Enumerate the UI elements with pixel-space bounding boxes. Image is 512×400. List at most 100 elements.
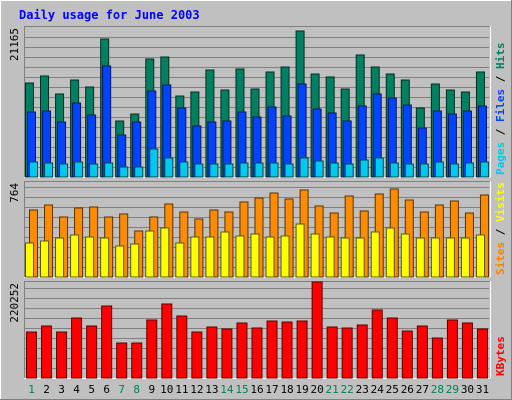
bar-pages-day-2 (44, 162, 54, 178)
bar-kbytes-day-15 (236, 322, 248, 379)
bar-pages-day-8 (134, 166, 144, 178)
bar-pages-day-6 (104, 162, 114, 178)
right-legend-label: Sites / Visits (494, 182, 507, 275)
bar-kbytes-day-30 (461, 322, 473, 379)
x-tick-label: 23 (356, 383, 369, 396)
bar-pages-day-30 (464, 162, 474, 178)
bar-kbytes-day-23 (356, 324, 368, 379)
bar-sites-day-24 (370, 231, 380, 278)
bar-sites-day-12 (190, 236, 200, 278)
x-tick-label: 21 (326, 383, 339, 396)
bar-sites-day-31 (475, 234, 485, 278)
bar-kbytes-day-9 (146, 319, 158, 379)
legend-part: Pages (494, 142, 507, 175)
x-tick-label: 19 (295, 383, 308, 396)
x-tick-label: 17 (265, 383, 278, 396)
panel-kbytes: 220252 KBytes (8, 281, 507, 379)
bar-pages-day-26 (404, 163, 414, 178)
bar-kbytes-day-27 (416, 325, 428, 379)
bar-sites-day-29 (445, 237, 455, 278)
bar-pages-day-7 (119, 166, 129, 178)
bar-sites-day-8 (130, 243, 140, 278)
bar-sites-day-9 (145, 230, 155, 278)
bar-sites-day-14 (220, 231, 230, 278)
x-tick-label: 3 (58, 383, 65, 396)
bar-kbytes-day-10 (161, 303, 173, 379)
bar-kbytes-day-13 (206, 326, 218, 379)
bars-kbytes (26, 281, 488, 379)
bar-kbytes-day-29 (446, 319, 458, 379)
x-axis-labels: 1 2 3 4 5 6 7 8 9 10 11 12 13 14 15 16 17 18 19 20 21 22 23 24 2… (28, 383, 489, 396)
bar-pages-day-11 (179, 161, 189, 178)
bar-sites-day-23 (355, 237, 365, 278)
bar-sites-day-18 (280, 235, 290, 278)
bar-pages-day-3 (59, 163, 69, 178)
bar-sites-day-6 (100, 237, 110, 278)
bar-sites-day-10 (160, 227, 170, 278)
bar-kbytes-day-20 (311, 281, 323, 379)
bar-kbytes-day-26 (401, 330, 413, 379)
y-max-label: 764 (8, 183, 21, 203)
bar-kbytes-day-18 (281, 321, 293, 379)
x-tick-label: 6 (103, 383, 110, 396)
x-tick-label: 15 (235, 383, 248, 396)
x-tick-label: 14 (220, 383, 234, 396)
bar-sites-day-20 (310, 233, 320, 278)
bar-sites-day-13 (205, 236, 215, 278)
x-tick-label: 31 (476, 383, 489, 396)
legend-part: Hits (494, 43, 507, 70)
bar-kbytes-day-5 (86, 325, 98, 379)
bar-sites-day-11 (175, 242, 185, 278)
x-tick-label: 28 (431, 383, 444, 396)
bar-sites-day-15 (235, 235, 245, 278)
bar-pages-day-22 (344, 163, 354, 178)
x-tick-label: 25 (386, 383, 399, 396)
bar-sites-day-17 (265, 236, 275, 278)
bar-kbytes-day-8 (131, 342, 143, 379)
bar-kbytes-day-3 (56, 331, 68, 379)
x-tick-label: 4 (73, 383, 80, 396)
legend-part: / (494, 222, 507, 242)
chart-title: Daily usage for June 2003 (19, 8, 200, 22)
bar-kbytes-day-22 (341, 327, 353, 379)
bar-kbytes-day-1 (26, 331, 37, 379)
legend-part: KBytes (494, 336, 507, 376)
x-tick-label: 5 (88, 383, 95, 396)
bar-pages-day-14 (224, 163, 234, 178)
bar-sites-day-28 (430, 237, 440, 278)
bar-pages-day-10 (164, 157, 174, 178)
bar-sites-day-21 (325, 236, 335, 278)
bar-sites-day-27 (415, 237, 425, 278)
x-tick-label: 2 (43, 383, 50, 396)
bar-sites-day-25 (385, 227, 395, 278)
bar-sites-day-26 (400, 233, 410, 278)
bars-hits (25, 30, 489, 178)
bar-kbytes-day-21 (326, 326, 338, 379)
y-max-label: 21165 (8, 28, 21, 61)
bar-kbytes-day-28 (431, 337, 443, 379)
bar-pages-day-1 (29, 161, 38, 178)
bar-pages-day-21 (329, 162, 339, 178)
bar-kbytes-day-7 (116, 342, 128, 379)
bar-sites-day-3 (55, 237, 65, 278)
legend-part: / (494, 122, 507, 142)
bar-kbytes-day-12 (191, 331, 203, 379)
bar-sites-day-30 (460, 237, 470, 278)
bar-sites-day-4 (70, 234, 80, 278)
bars-visits (25, 188, 489, 278)
bar-pages-day-23 (359, 159, 369, 178)
bar-pages-day-25 (389, 162, 399, 178)
bar-pages-day-4 (74, 161, 84, 178)
x-tick-label: 8 (133, 383, 140, 396)
legend-part: Files (494, 89, 507, 122)
bar-sites-day-19 (295, 223, 305, 278)
x-tick-label: 12 (190, 383, 203, 396)
legend-part: Sites (494, 242, 507, 275)
bar-kbytes-day-17 (266, 320, 278, 379)
bar-pages-day-29 (449, 163, 459, 178)
x-tick-label: 20 (311, 383, 324, 396)
bar-pages-day-31 (479, 161, 489, 178)
right-legend-label: KBytes (494, 336, 507, 376)
panel-hits: 21165 Pages / Files / Hits (8, 26, 507, 178)
bar-kbytes-day-11 (176, 315, 188, 379)
